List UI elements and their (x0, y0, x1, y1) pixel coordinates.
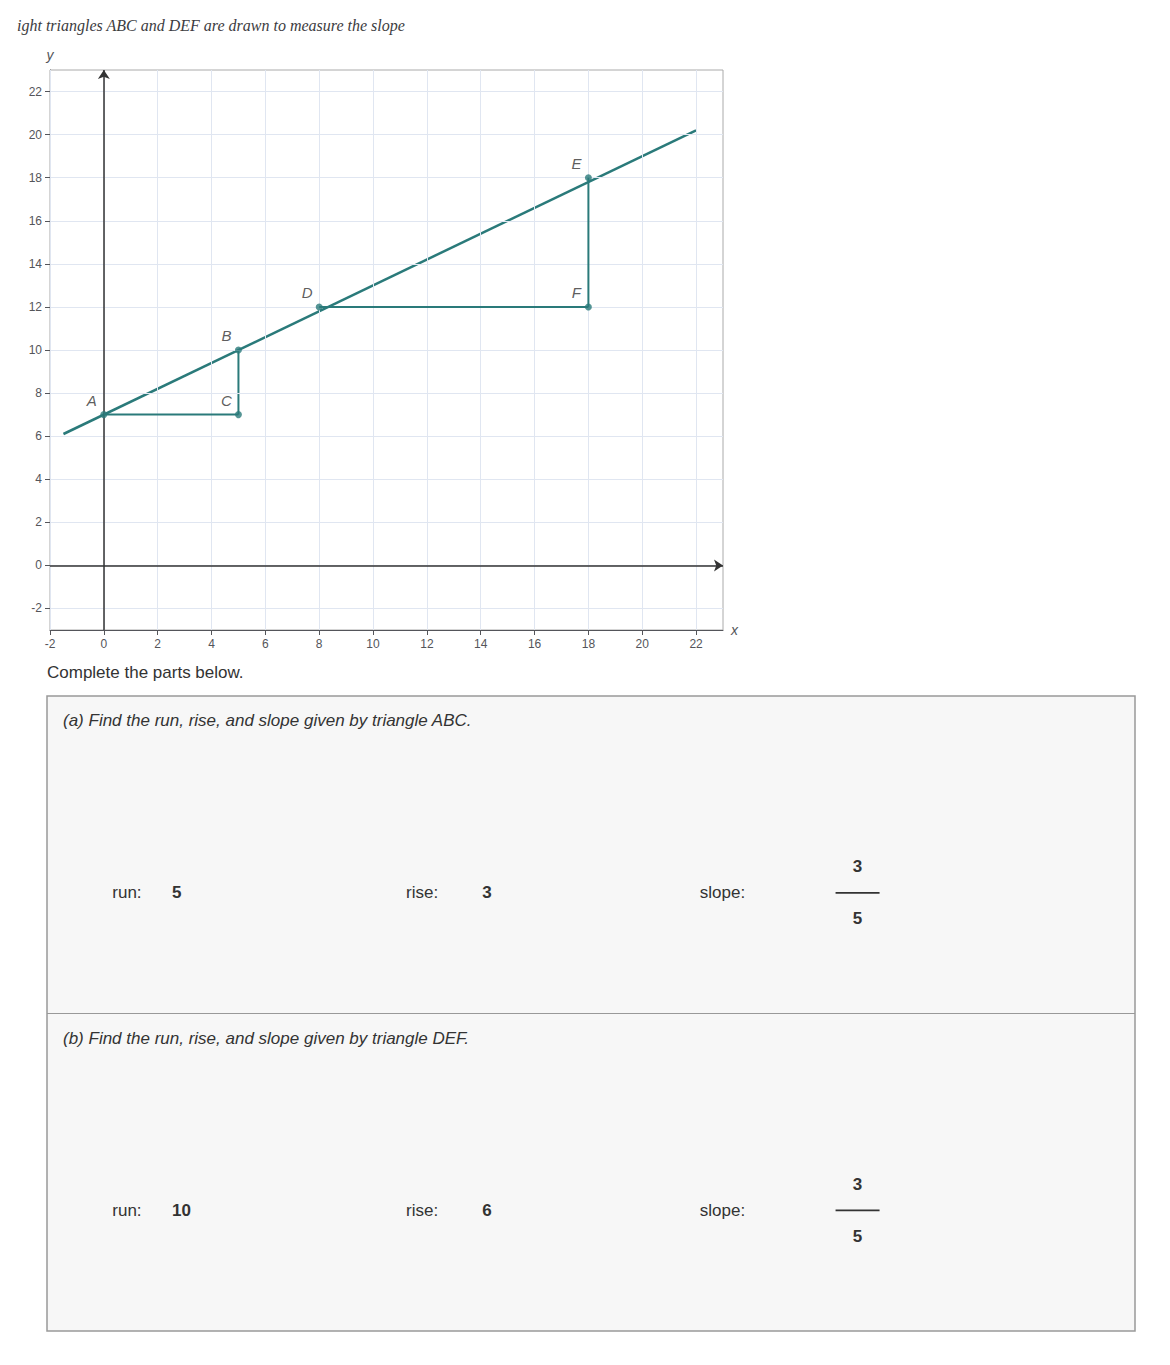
svg-text:16: 16 (528, 637, 542, 651)
svg-text:8: 8 (35, 386, 42, 400)
svg-text:22: 22 (689, 637, 703, 651)
svg-text:6: 6 (482, 1201, 491, 1220)
svg-text:-2: -2 (31, 601, 42, 615)
svg-text:14: 14 (474, 637, 488, 651)
svg-text:x: x (730, 622, 739, 638)
svg-text:D: D (302, 284, 313, 301)
svg-text:-2: -2 (45, 637, 56, 651)
svg-text:10: 10 (366, 637, 380, 651)
svg-text:Complete the parts below.: Complete the parts below. (47, 663, 244, 682)
svg-text:(b) Find the run, rise, and sl: (b) Find the run, rise, and slope given … (63, 1029, 469, 1048)
svg-text:6: 6 (262, 637, 269, 651)
svg-text:16: 16 (29, 214, 43, 228)
svg-text:12: 12 (29, 300, 43, 314)
svg-text:5: 5 (853, 1227, 862, 1246)
svg-text:rise:: rise: (406, 883, 438, 902)
svg-text:20: 20 (29, 128, 43, 142)
svg-text:20: 20 (636, 637, 650, 651)
svg-text:3: 3 (853, 857, 862, 876)
svg-text:5: 5 (853, 909, 862, 928)
svg-text:ight triangles ABC and DEF are: ight triangles ABC and DEF are drawn to … (17, 17, 405, 35)
svg-text:4: 4 (208, 637, 215, 651)
svg-text:slope:: slope: (700, 1201, 745, 1220)
svg-text:5: 5 (172, 883, 181, 902)
svg-text:A: A (86, 392, 97, 409)
svg-text:8: 8 (316, 637, 323, 651)
svg-text:E: E (571, 155, 582, 172)
svg-text:B: B (221, 327, 231, 344)
svg-text:14: 14 (29, 257, 43, 271)
svg-text:C: C (221, 392, 232, 409)
svg-text:12: 12 (420, 637, 434, 651)
svg-text:3: 3 (482, 883, 491, 902)
svg-text:18: 18 (29, 171, 43, 185)
svg-text:run:: run: (112, 1201, 141, 1220)
svg-text:y: y (46, 47, 55, 63)
svg-text:4: 4 (35, 472, 42, 486)
svg-text:22: 22 (29, 85, 43, 99)
svg-text:2: 2 (154, 637, 161, 651)
svg-text:3: 3 (853, 1175, 862, 1194)
svg-text:(a) Find the run, rise, and sl: (a) Find the run, rise, and slope given … (63, 711, 472, 730)
svg-text:0: 0 (35, 558, 42, 572)
svg-text:slope:: slope: (700, 883, 745, 902)
svg-text:rise:: rise: (406, 1201, 438, 1220)
svg-text:0: 0 (100, 637, 107, 651)
svg-text:F: F (572, 284, 582, 301)
svg-text:run:: run: (112, 883, 141, 902)
svg-text:10: 10 (172, 1201, 191, 1220)
svg-text:18: 18 (582, 637, 596, 651)
svg-text:6: 6 (35, 429, 42, 443)
svg-text:10: 10 (29, 343, 43, 357)
svg-text:2: 2 (35, 515, 42, 529)
